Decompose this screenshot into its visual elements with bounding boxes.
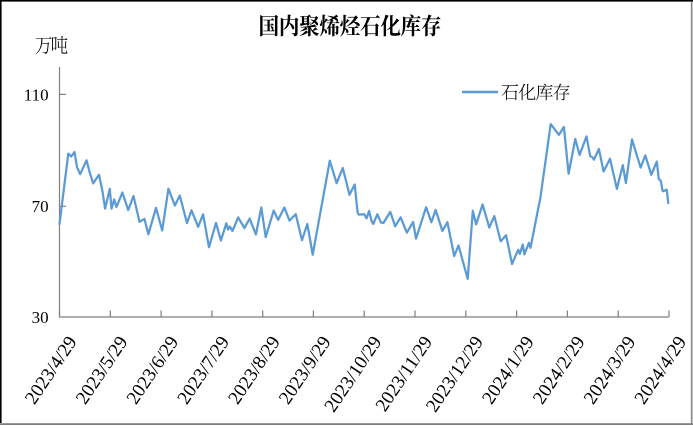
svg-text:110: 110: [24, 85, 49, 104]
svg-text:30: 30: [32, 308, 49, 327]
svg-text:70: 70: [32, 197, 49, 216]
